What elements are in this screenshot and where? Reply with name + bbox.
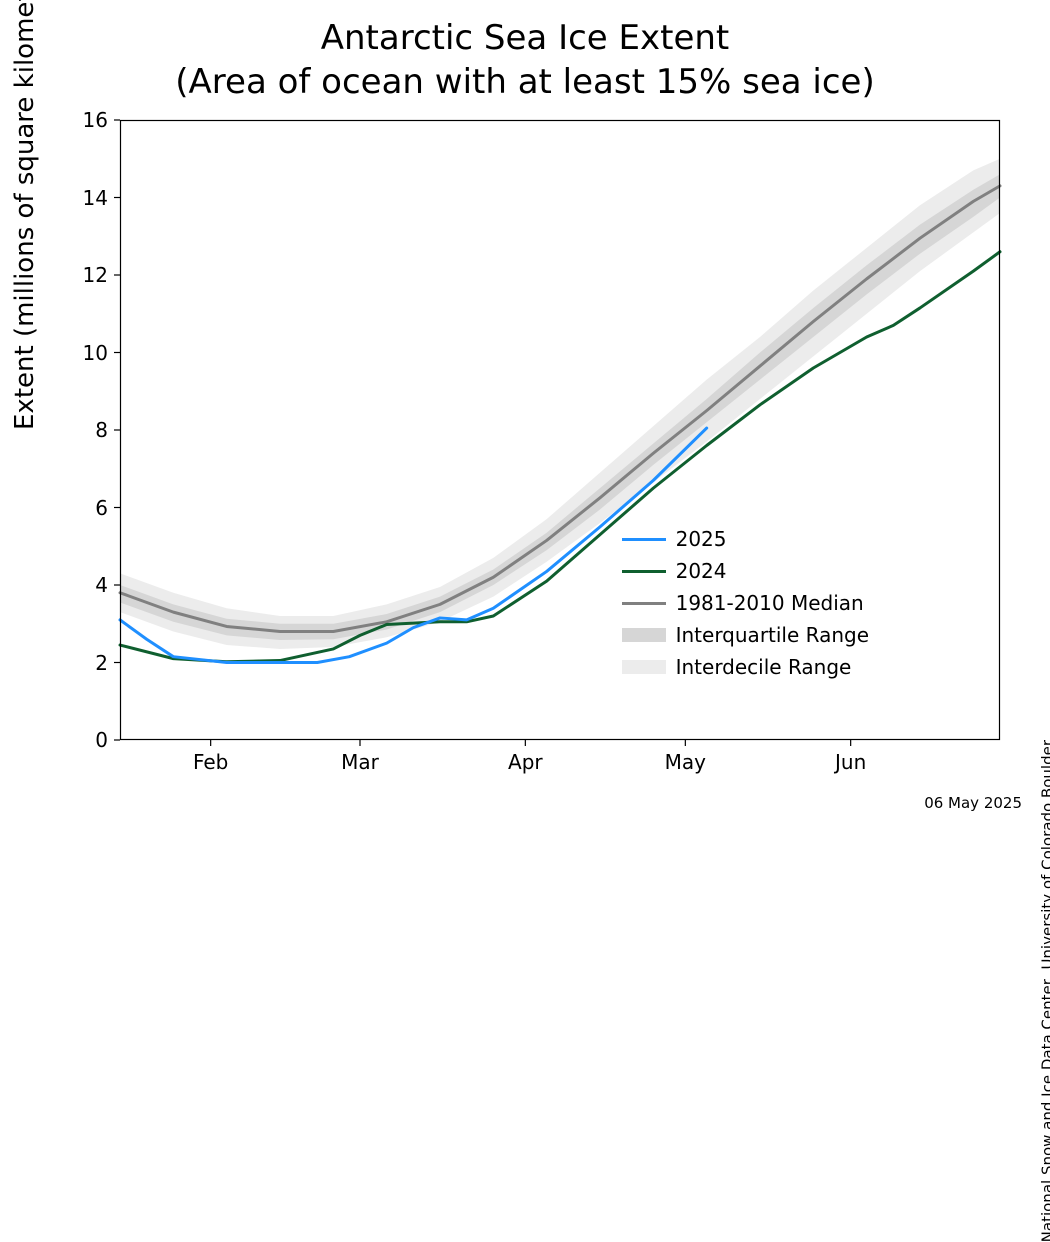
legend-item: 1981-2010 Median: [622, 587, 869, 619]
x-tick-label: Apr: [500, 750, 550, 774]
y-axis-label: Extent (millions of square kilometers): [10, 0, 40, 430]
y-tick-label: 4: [68, 573, 108, 597]
legend-label: 2025: [676, 527, 727, 551]
x-tick-label: Jun: [826, 750, 876, 774]
legend-label: Interdecile Range: [676, 655, 852, 679]
y-tick-label: 6: [68, 496, 108, 520]
datestamp: 06 May 2025: [924, 794, 1022, 812]
legend-swatch: [622, 660, 666, 674]
legend-label: 2024: [676, 559, 727, 583]
x-tick-label: May: [660, 750, 710, 774]
legend-swatch: [622, 570, 666, 573]
x-tick-label: Feb: [186, 750, 236, 774]
y-tick-label: 10: [68, 341, 108, 365]
legend-swatch: [622, 602, 666, 605]
legend: 2025 2024 1981-2010 Median Interquartile Ra…: [622, 523, 869, 683]
legend-item: 2025: [622, 523, 869, 555]
y-tick-label: 12: [68, 263, 108, 287]
x-tick-label: Mar: [335, 750, 385, 774]
chart-title-line1: Antarctic Sea Ice Extent: [0, 18, 1050, 58]
attribution-text: National Snow and Ice Data Center, Unive…: [1038, 740, 1050, 1242]
legend-swatch: [622, 538, 666, 541]
plot-area: 2025 2024 1981-2010 Median Interquartile Ra…: [120, 120, 1000, 740]
chart-title-line2: (Area of ocean with at least 15% sea ice…: [0, 62, 1050, 102]
legend-label: Interquartile Range: [676, 623, 869, 647]
legend-item: Interdecile Range: [622, 651, 869, 683]
legend-label: 1981-2010 Median: [676, 591, 864, 615]
y-tick-label: 2: [68, 651, 108, 675]
legend-item: Interquartile Range: [622, 619, 869, 651]
y-tick-label: 0: [68, 728, 108, 752]
legend-swatch: [622, 628, 666, 642]
legend-item: 2024: [622, 555, 869, 587]
y-tick-label: 8: [68, 418, 108, 442]
y-tick-label: 16: [68, 108, 108, 132]
y-tick-label: 14: [68, 186, 108, 210]
